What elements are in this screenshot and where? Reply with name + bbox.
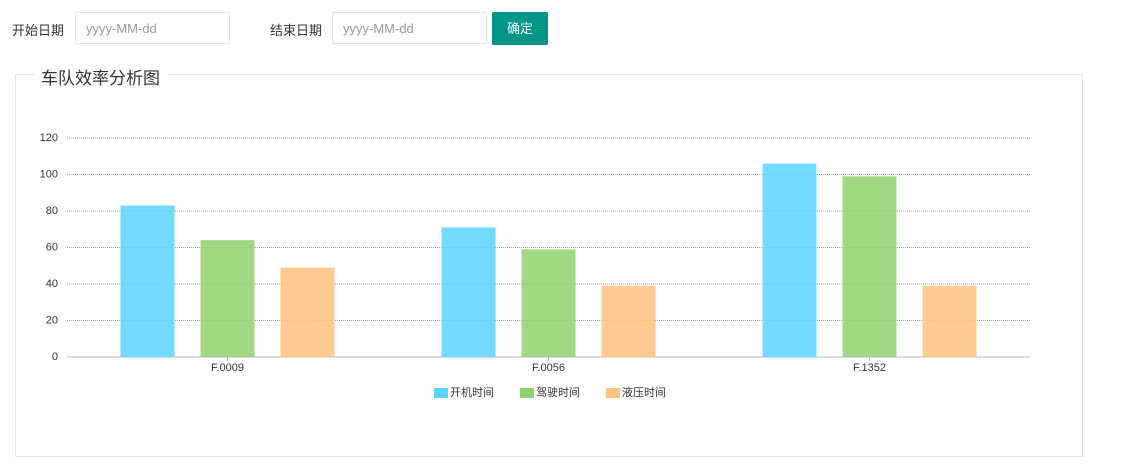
- legend-swatch[interactable]: [520, 388, 534, 398]
- start-date-input[interactable]: yyyy-MM-dd: [75, 12, 230, 44]
- bar[interactable]: [762, 163, 817, 357]
- bar[interactable]: [280, 267, 335, 357]
- panel: [15, 74, 1083, 457]
- y-tick-label: 80: [46, 205, 58, 217]
- y-tick-label: 0: [52, 351, 58, 363]
- bar[interactable]: [601, 285, 656, 357]
- bar[interactable]: [200, 240, 255, 357]
- legend-swatch[interactable]: [606, 388, 620, 398]
- bar[interactable]: [441, 227, 496, 357]
- x-tick-label: F.1352: [853, 362, 886, 374]
- bar[interactable]: [521, 249, 576, 357]
- x-tick-label: F.0009: [211, 362, 244, 374]
- submit-button[interactable]: 确定: [492, 12, 548, 45]
- end-date-input[interactable]: yyyy-MM-dd: [332, 12, 487, 44]
- legend-label[interactable]: 驾驶时间: [536, 385, 580, 399]
- x-tick-label: F.0056: [532, 362, 565, 374]
- y-tick-label: 60: [46, 241, 58, 253]
- start-label: 开始日期: [12, 23, 65, 38]
- legend-label[interactable]: 开机时间: [450, 385, 494, 399]
- bar[interactable]: [922, 285, 977, 357]
- legend-swatch[interactable]: [434, 388, 448, 398]
- y-tick-label: 100: [40, 168, 58, 180]
- legend-label[interactable]: 液压时间: [622, 385, 666, 399]
- y-tick-label: 40: [46, 278, 58, 290]
- y-tick-label: 20: [46, 314, 58, 326]
- y-tick-label: 120: [40, 132, 58, 144]
- bar[interactable]: [842, 176, 897, 357]
- end-label: 结束日期: [270, 23, 323, 38]
- bar[interactable]: [120, 205, 175, 357]
- panel-title: 车队效率分析图: [34, 64, 167, 89]
